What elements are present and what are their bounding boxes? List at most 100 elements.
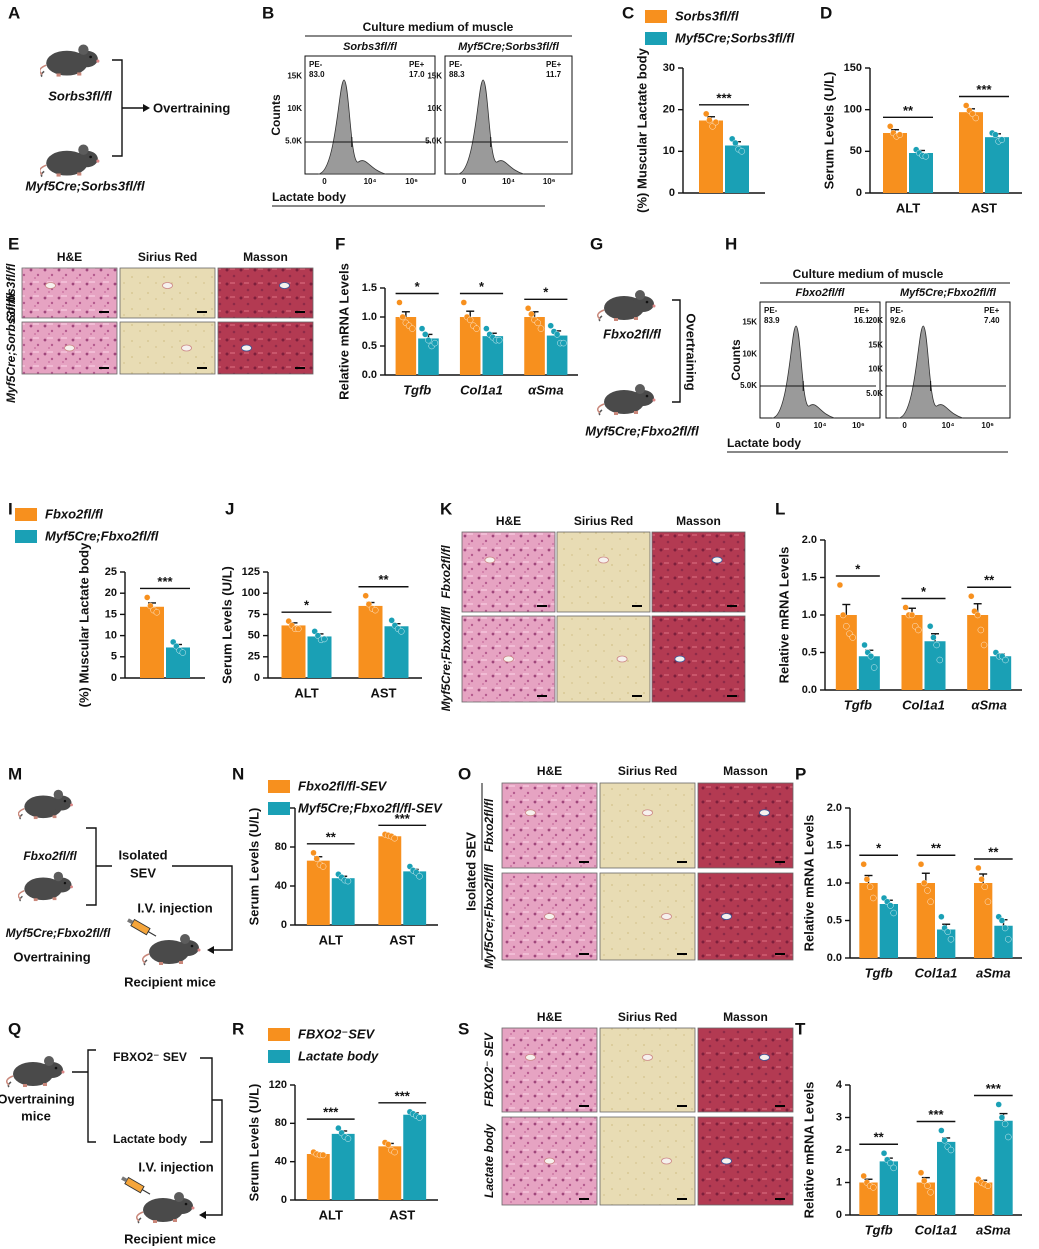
y-tick-label: 30 (663, 62, 675, 74)
y-tick-label: 150 (844, 62, 862, 74)
significance-label: ** (903, 103, 914, 118)
data-point (978, 876, 985, 883)
data-point (941, 1137, 948, 1144)
column-label: Sirius Red (618, 764, 677, 778)
micrograph (556, 531, 651, 613)
row-label: Fbxo2fl/fl (482, 798, 496, 852)
data-point (933, 641, 940, 649)
panel-letter: H (725, 234, 737, 253)
data-point (887, 902, 894, 909)
vessel (241, 344, 252, 352)
vessel (484, 556, 496, 564)
y-tick-label: 40 (275, 880, 287, 892)
x-tick-label: αSma (528, 382, 564, 397)
y-tick-label: 1.5 (802, 571, 817, 583)
panel-letter: K (440, 499, 453, 518)
x-tick-label: ALT (294, 685, 318, 700)
column-label: Masson (723, 1010, 768, 1024)
data-point (553, 331, 561, 338)
x-tick-label: ALT (896, 200, 920, 215)
data-point (921, 1177, 928, 1185)
x-tick-label: 10⁶ (543, 177, 556, 186)
data-point (992, 131, 999, 138)
bar (699, 120, 723, 193)
gate-label: PE+ (854, 306, 870, 315)
y-tick-label: 40 (275, 1156, 287, 1168)
data-point (866, 883, 874, 890)
bar (973, 883, 993, 958)
histogram (317, 79, 386, 175)
bar (725, 145, 749, 193)
panel-letter: M (8, 764, 22, 783)
x-tick-label: ALT (319, 932, 343, 947)
bar (973, 1182, 993, 1215)
data-point (922, 153, 929, 160)
data-point (867, 653, 875, 660)
y-axis-label: Serum Levels (U/L) (219, 566, 234, 684)
data-point (524, 305, 532, 312)
bar (883, 133, 907, 193)
x-tick-label: 10⁴ (942, 421, 955, 430)
data-point (880, 1150, 888, 1157)
data-point (409, 325, 416, 332)
panel-letter: E (8, 234, 19, 253)
bar (331, 1133, 355, 1200)
bar (482, 336, 504, 375)
data-point (917, 861, 925, 868)
significance-label: ** (874, 1130, 885, 1145)
micrograph (599, 782, 696, 869)
data-point (890, 909, 897, 917)
panel-letter: B (262, 3, 274, 22)
y-tick-label: 5.0K (285, 137, 302, 146)
vessel (711, 556, 723, 564)
vessel (721, 913, 732, 920)
y-tick-label: 0.5 (827, 914, 842, 926)
panel-letter: R (232, 1019, 244, 1038)
data-point (1001, 924, 1009, 932)
data-point (314, 632, 322, 639)
histogram (898, 325, 963, 419)
bar (859, 883, 878, 958)
mouse-icon (142, 933, 202, 966)
vessel (525, 809, 536, 817)
micrograph (697, 1116, 794, 1206)
gate (886, 381, 1006, 391)
bar (358, 605, 383, 678)
row-label: FBXO2⁻ SEV (482, 1032, 496, 1107)
route-label: I.V. injection (138, 1159, 213, 1174)
data-point (977, 626, 985, 634)
y-tick-label: 15 (105, 608, 117, 620)
gate-value: 92.6 (890, 316, 906, 325)
data-point (495, 337, 503, 344)
row-label: Myf5Cre;Fbxo2fl/fl (482, 864, 496, 969)
gate-label: PE- (764, 306, 778, 315)
y-tick-label: 20 (663, 104, 675, 116)
vessel (721, 1157, 732, 1165)
data-point (1001, 1120, 1009, 1128)
bracket (200, 1057, 223, 1216)
mouse-icon (40, 143, 101, 178)
bracket (672, 299, 681, 403)
group-label: Myf5Cre;Fbxo2fl/fl (6, 926, 111, 940)
y-axis-label: (%) Muscular Lactate body (76, 542, 91, 707)
data-point (927, 623, 934, 630)
group-label: Lactate body (113, 1132, 187, 1146)
row-label: Myf5Cre;Fbxo2fl/fl (439, 606, 453, 711)
bar (378, 836, 402, 925)
isolate-label: SEV (130, 865, 156, 880)
data-point (385, 1141, 392, 1148)
panel-letter: I (8, 499, 13, 518)
data-point (921, 879, 928, 887)
x-tick-label: AST (389, 932, 415, 947)
significance-label: * (876, 841, 882, 856)
significance-label: ** (984, 573, 995, 588)
mouse-icon (597, 383, 657, 416)
y-tick-label: 2 (836, 1144, 842, 1156)
bar (990, 656, 1012, 690)
x-tick-label: 10⁴ (814, 421, 827, 430)
x-tick-label: Col1a1 (915, 965, 958, 980)
legend-label: Myf5Cre;Fbxo2fl/fl (45, 528, 159, 543)
data-point (975, 864, 982, 872)
y-axis-label: Counts (269, 94, 283, 136)
mouse-icon (18, 871, 74, 902)
